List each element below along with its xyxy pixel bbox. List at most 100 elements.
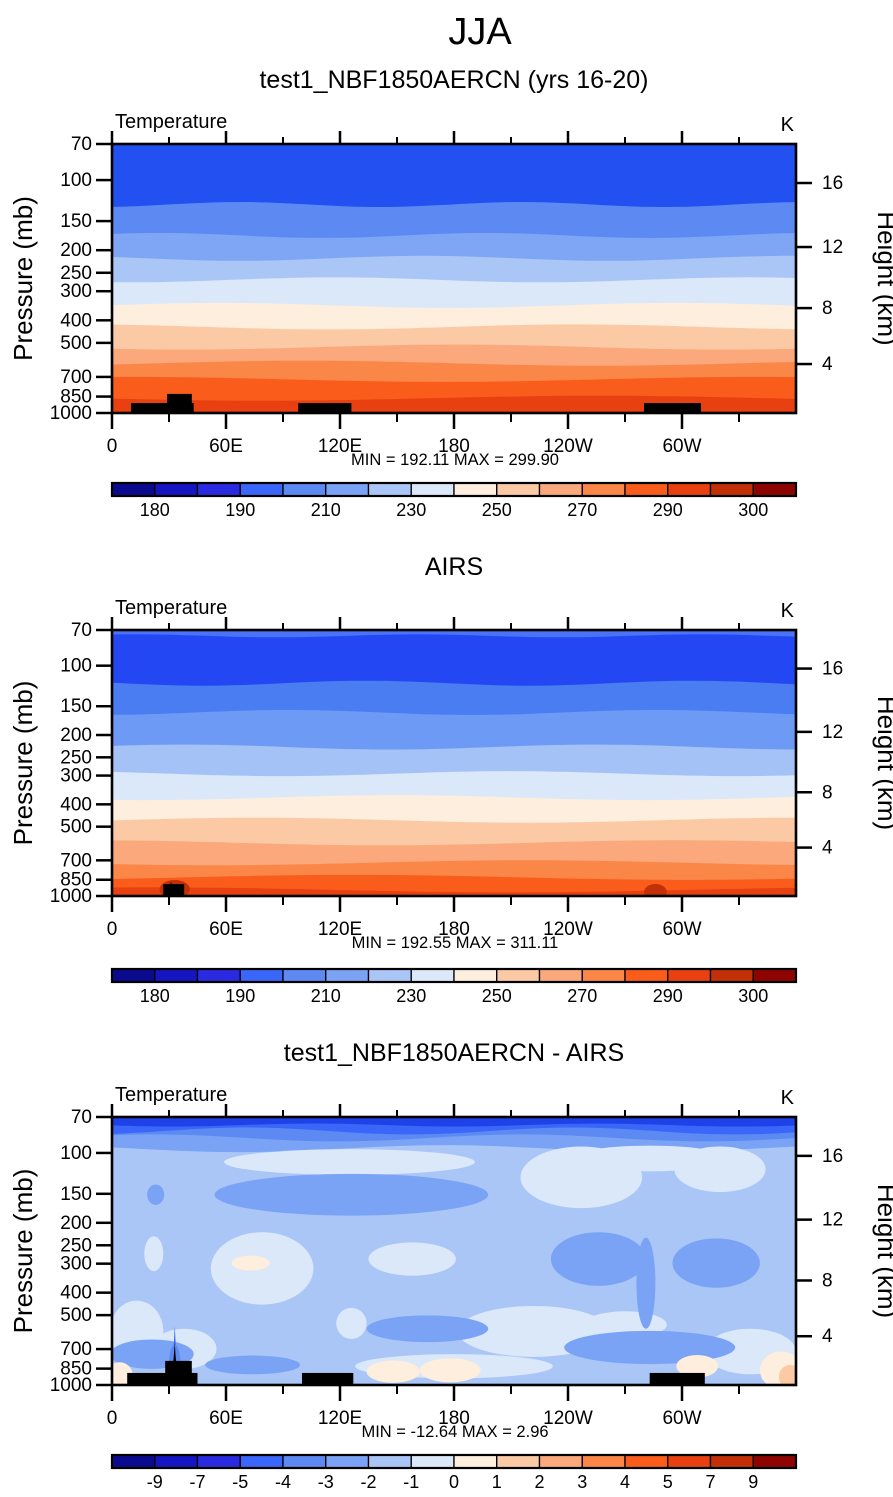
colorbar-label: -7 (189, 1472, 205, 1492)
pressure-tick-label: 1000 (50, 886, 92, 907)
pressure-axis-title: Pressure (mb) (8, 196, 38, 361)
colorbar-label: 0 (449, 1472, 459, 1492)
colorbar-label: -5 (232, 1472, 248, 1492)
units-label: K (781, 1087, 795, 1109)
pressure-tick-label: 150 (60, 696, 92, 717)
panel-title: test1_NBF1850AERCN (yrs 16-20) (259, 66, 648, 94)
topography-bar (167, 393, 192, 413)
plot-area (112, 144, 796, 413)
colorbar-1: 180 190 210 230 250 270 290 300 (110, 967, 798, 1006)
pressure-tick-label: 150 (60, 211, 92, 232)
x-tick-label: 120E (318, 919, 362, 940)
pressure-tick-label: 500 (60, 817, 92, 838)
colorbar-label: 3 (577, 1472, 587, 1492)
x-tick-label: 120W (543, 1408, 593, 1429)
colorbar-label: -4 (275, 1472, 291, 1492)
x-tick-label: 180 (438, 919, 470, 940)
x-tick-label: 0 (107, 1408, 118, 1429)
topography-bar (163, 884, 185, 896)
topography-spike (171, 1342, 178, 1385)
colorbar-label: 190 (225, 986, 255, 1006)
topography-bar (649, 1372, 705, 1385)
units-label: K (781, 114, 795, 136)
height-tick-label: 16 (822, 659, 843, 680)
pressure-tick-label: 70 (71, 620, 92, 641)
pressure-tick-label: 100 (60, 656, 92, 677)
colorbar-label: 300 (738, 500, 768, 520)
pressure-tick-label: 300 (60, 766, 92, 787)
colorbar-label: 7 (705, 1472, 715, 1492)
pressure-tick-label: 500 (60, 1305, 92, 1326)
panel-2: 0 60E 120E 180 120W 60W7010015020025030040050… (8, 1039, 893, 1492)
panel-title: test1_NBF1850AERCN - AIRS (284, 1039, 624, 1067)
panel-title: AIRS (425, 553, 483, 581)
x-tick-label: 120W (543, 436, 593, 457)
height-tick-label: 12 (822, 1210, 843, 1231)
pressure-tick-label: 200 (60, 725, 92, 746)
field-label: Temperature (115, 1084, 227, 1106)
colorbar-label: 180 (140, 500, 170, 520)
x-tick-label: 0 (107, 919, 118, 940)
topography-bar (302, 1372, 354, 1385)
figure-suptitle: JJA (448, 11, 512, 53)
topography-bar (131, 403, 194, 413)
colorbar-label: 270 (567, 500, 597, 520)
x-tick-label: 60W (662, 1408, 701, 1429)
x-tick-label: 180 (438, 436, 470, 457)
pressure-tick-label: 850 (60, 870, 92, 891)
height-tick-label: 8 (822, 1270, 833, 1291)
pressure-tick-label: 200 (60, 240, 92, 261)
colorbar-label: -9 (147, 1472, 163, 1492)
panel-0: 0 60E 120E 180 120W 60W7010015020025030040050… (8, 66, 893, 520)
pressure-tick-label: 400 (60, 794, 92, 815)
pressure-tick-label: 70 (71, 1107, 92, 1128)
colorbar-label: 190 (225, 500, 255, 520)
pressure-tick-label: 250 (60, 747, 92, 768)
x-tick-label: 120E (318, 436, 362, 457)
pressure-tick-label: 850 (60, 387, 92, 408)
colorbar-label: 230 (396, 986, 426, 1006)
height-axis-title: Height (km) (872, 696, 893, 830)
height-axis-title: Height (km) (872, 1184, 893, 1318)
field-label: Temperature (115, 111, 227, 133)
colorbar-label: 1 (492, 1472, 502, 1492)
height-tick-label: 8 (822, 298, 833, 319)
topography-bar (165, 1360, 192, 1385)
colorbar-label: -1 (403, 1472, 419, 1492)
height-tick-label: 12 (822, 722, 843, 743)
colorbar-label: 5 (663, 1472, 673, 1492)
pressure-tick-label: 250 (60, 263, 92, 284)
colorbar-label: 290 (653, 986, 683, 1006)
height-tick-label: 8 (822, 782, 833, 803)
min-max-stats-label: MIN = 192.11 MAX = 299.90 (351, 451, 559, 469)
colorbar-label: 250 (482, 500, 512, 520)
height-tick-label: 12 (822, 237, 843, 258)
colorbar-label: -2 (360, 1472, 376, 1492)
pressure-axis-title: Pressure (mb) (8, 681, 38, 846)
pressure-tick-label: 700 (60, 850, 92, 871)
colorbar-label: 250 (482, 986, 512, 1006)
x-tick-label: 60W (662, 919, 701, 940)
colorbar-label: 210 (311, 986, 341, 1006)
topography-bar (644, 403, 701, 413)
pressure-tick-label: 500 (60, 333, 92, 354)
pressure-tick-label: 700 (60, 367, 92, 388)
x-tick-label: 60E (209, 436, 243, 457)
pressure-tick-label: 300 (60, 1254, 92, 1275)
pressure-tick-label: 300 (60, 281, 92, 302)
pressure-tick-label: 150 (60, 1184, 92, 1205)
colorbar-label: -3 (318, 1472, 334, 1492)
x-tick-label: 60E (209, 919, 243, 940)
min-max-stats-label: MIN = 192.55 MAX = 311.11 (352, 934, 559, 952)
panel-1: 0 60E 120E 180 120W 60W7010015020025030040050… (8, 553, 893, 1006)
pressure-tick-label: 400 (60, 1283, 92, 1304)
pressure-tick-label: 400 (60, 310, 92, 331)
pressure-tick-label: 250 (60, 1235, 92, 1256)
x-tick-label: 120W (543, 919, 593, 940)
field-label: Temperature (115, 597, 227, 619)
colorbar-label: 210 (311, 500, 341, 520)
colorbar-label: 300 (738, 986, 768, 1006)
x-tick-label: 180 (438, 1408, 470, 1429)
